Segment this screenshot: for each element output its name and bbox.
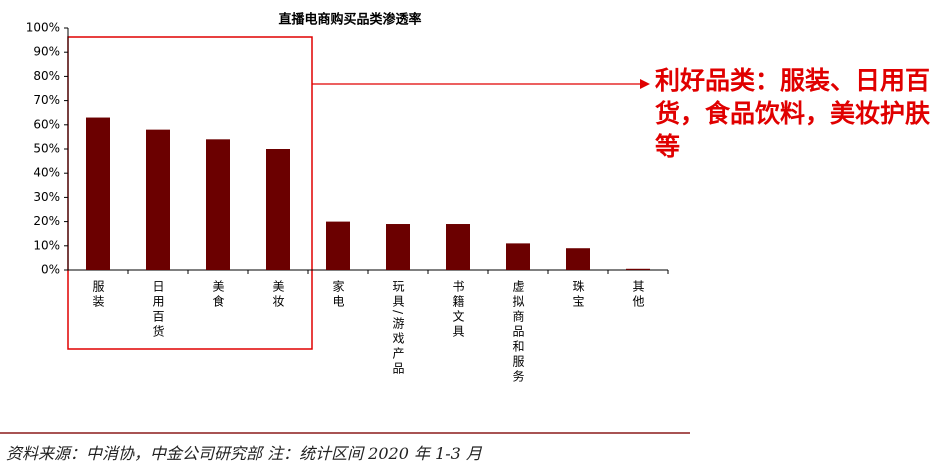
y-tick-label: 30% — [33, 190, 60, 204]
x-tick-label: 虚拟商品和服务 — [511, 280, 525, 385]
y-tick-label: 60% — [33, 117, 60, 131]
x-tick-label: 玩具/游戏产品 — [391, 280, 405, 377]
x-tick-label: 服装 — [91, 280, 105, 310]
y-tick-label: 40% — [33, 166, 60, 180]
bar — [266, 149, 290, 270]
bar — [626, 268, 650, 270]
x-tick-label: 其他 — [631, 280, 645, 310]
source: 资料来源：中消协，中金公司研究部 注：统计区间 2020 年 1-3 月 — [6, 444, 482, 463]
y-tick-label: 90% — [33, 45, 60, 59]
bar — [566, 248, 590, 270]
x-tick-label: 美食 — [211, 280, 225, 310]
bar — [146, 129, 170, 270]
bar — [506, 243, 530, 270]
x-tick-label: 日用百货 — [151, 280, 165, 340]
y-tick-label: 80% — [33, 69, 60, 83]
x-tick-label: 珠宝 — [571, 280, 585, 310]
y-tick-label: 70% — [33, 93, 60, 107]
x-tick-label: 家电 — [331, 279, 345, 310]
y-tick-label: 20% — [33, 214, 60, 228]
x-tick-label: 美妆 — [271, 280, 285, 310]
y-tick-label: 10% — [33, 238, 60, 252]
bar — [86, 117, 110, 270]
arrow-head — [640, 79, 650, 89]
x-tick-label: 书籍文具 — [451, 280, 465, 340]
chart-title: 直播电商购买品类渗透率 — [278, 12, 421, 28]
bar — [446, 224, 470, 270]
annotation: 利好品类：服装、日用百货，食品饮料，美妆护肤等 — [655, 66, 930, 161]
y-tick-label: 50% — [33, 142, 60, 156]
y-tick-label: 0% — [41, 263, 60, 277]
bar — [326, 221, 350, 270]
y-tick-label: 100% — [26, 21, 60, 35]
bar — [206, 139, 230, 270]
bar — [386, 224, 410, 270]
